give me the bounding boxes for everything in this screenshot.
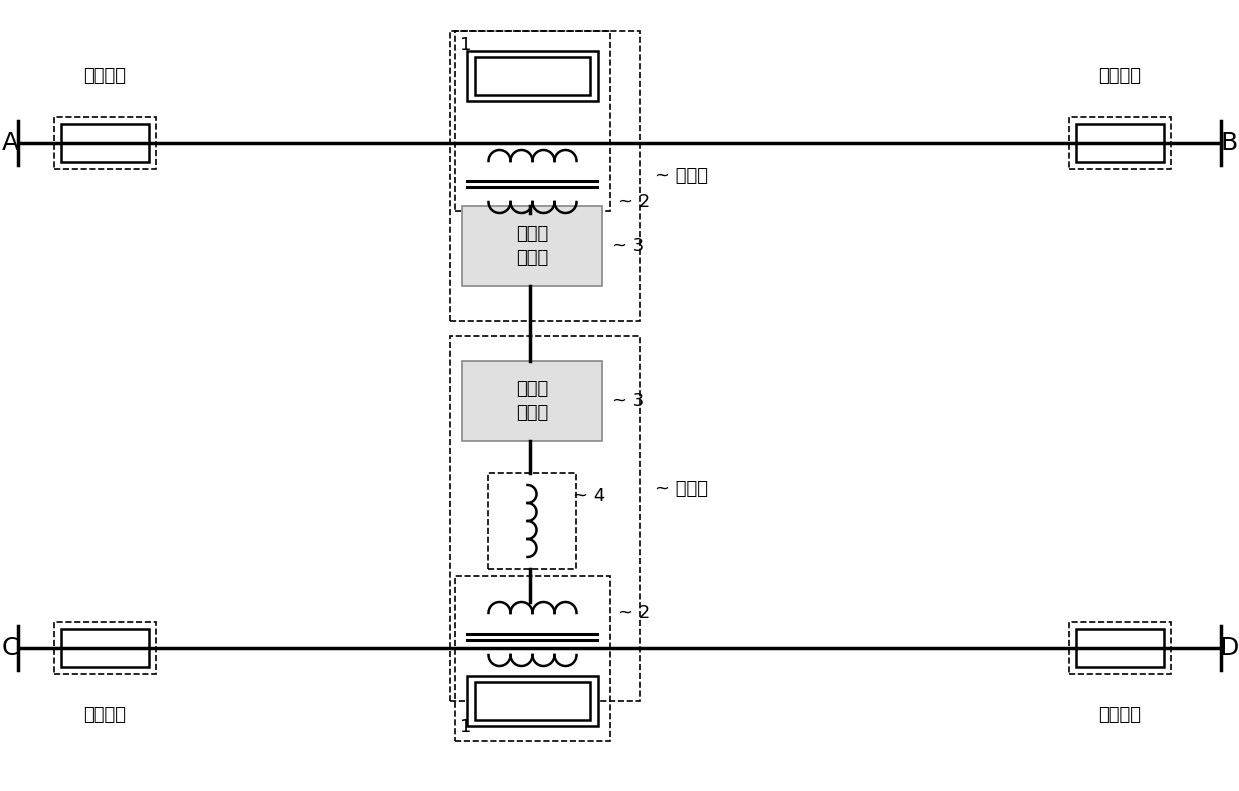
Bar (1075, 124, 1163, 162)
Bar (55, 117, 156, 169)
Text: 线路开关: 线路开关 (83, 706, 126, 724)
Bar (455, 31, 610, 211)
Text: ~ 3: ~ 3 (612, 237, 644, 255)
Text: ~ 第二组: ~ 第二组 (655, 479, 707, 498)
Text: 电压源: 电压源 (517, 380, 549, 398)
Text: 1: 1 (460, 36, 471, 54)
Text: A: A (1, 131, 19, 155)
Text: ~ 第一组: ~ 第一组 (655, 167, 707, 185)
Bar (455, 576, 610, 741)
Bar (462, 206, 602, 286)
Bar (450, 31, 641, 321)
Bar (450, 336, 641, 701)
Bar (61, 629, 149, 667)
Text: 电压源: 电压源 (517, 225, 549, 243)
Bar (61, 124, 149, 162)
Text: 线路开关: 线路开关 (1099, 706, 1141, 724)
Text: 线路开关: 线路开关 (83, 67, 126, 85)
Text: ~ 4: ~ 4 (574, 487, 606, 505)
Bar (475, 682, 590, 720)
Text: ~ 2: ~ 2 (618, 604, 650, 622)
Bar (467, 51, 598, 101)
Bar (1075, 629, 1163, 667)
Text: ~ 2: ~ 2 (618, 193, 650, 211)
Text: B: B (1220, 131, 1238, 155)
Bar (488, 473, 576, 569)
Bar (462, 361, 602, 441)
Bar (55, 622, 156, 674)
Text: ~ 3: ~ 3 (612, 392, 644, 410)
Text: 换流器: 换流器 (517, 249, 549, 267)
Text: 1: 1 (460, 718, 471, 736)
Bar (475, 57, 590, 95)
Text: 换流器: 换流器 (517, 404, 549, 422)
Text: C: C (1, 636, 19, 660)
Text: 线路开关: 线路开关 (1099, 67, 1141, 85)
Text: D: D (1219, 636, 1239, 660)
Bar (467, 676, 598, 726)
Bar (1069, 622, 1171, 674)
Bar (1069, 117, 1171, 169)
